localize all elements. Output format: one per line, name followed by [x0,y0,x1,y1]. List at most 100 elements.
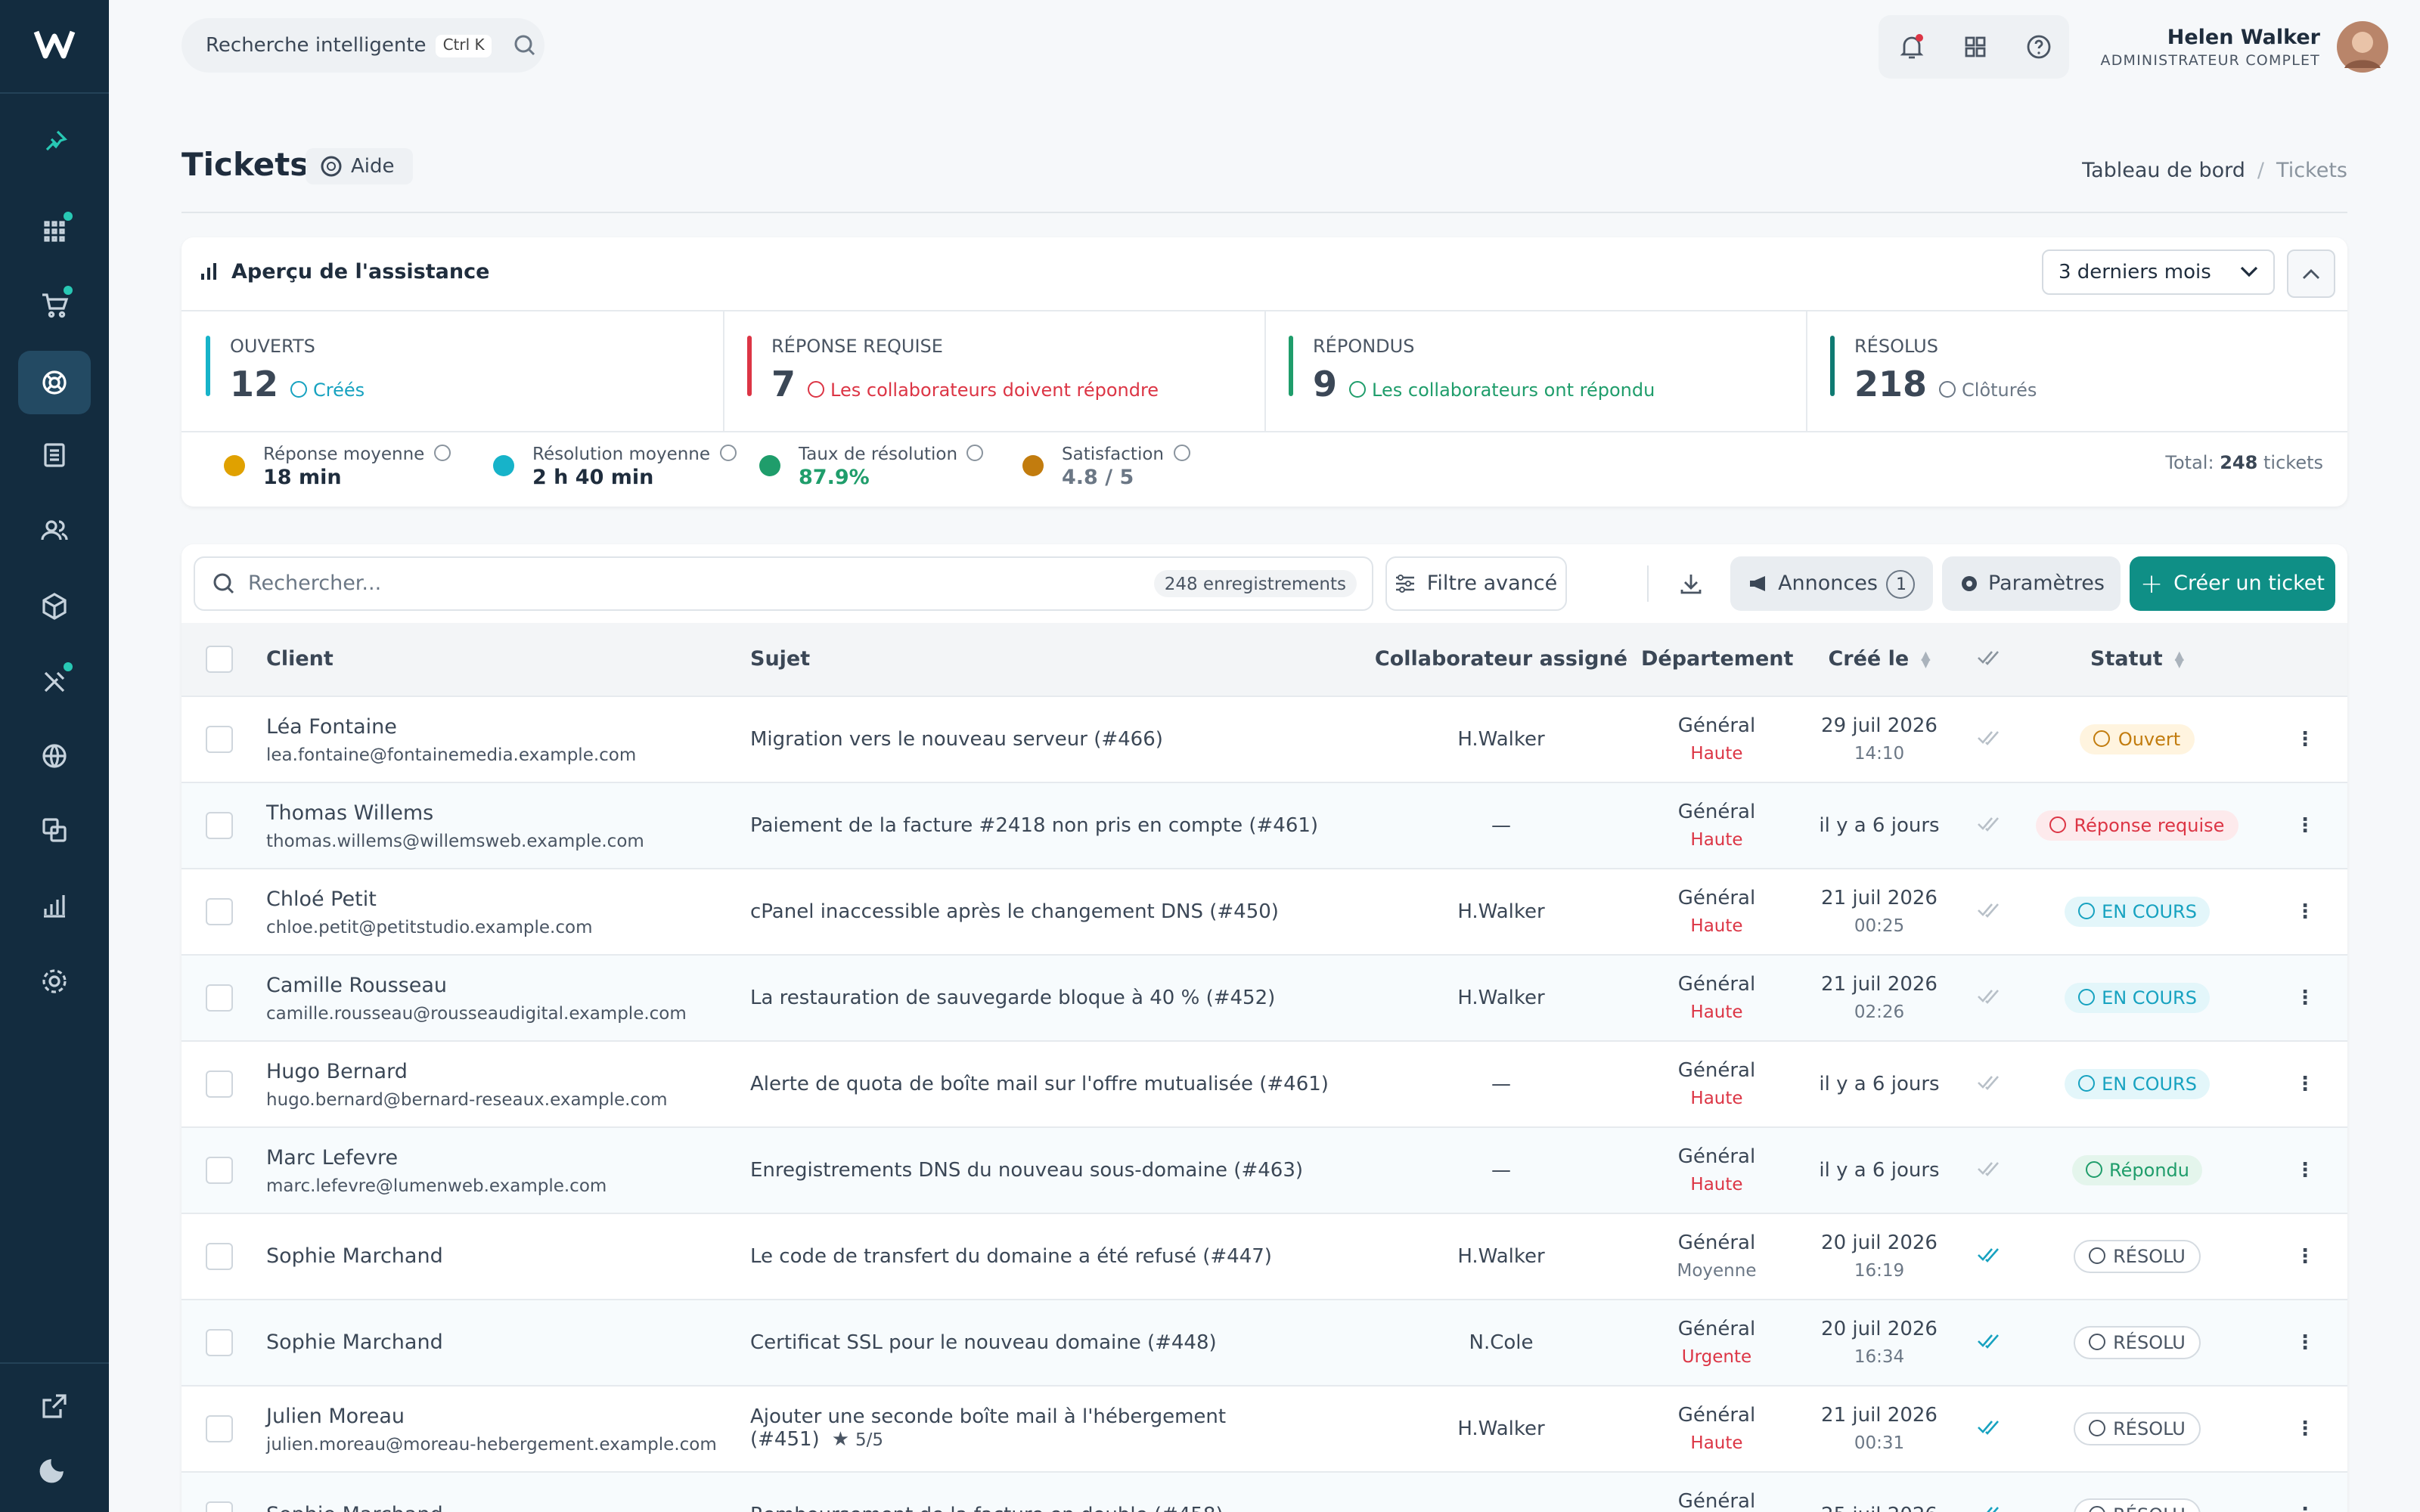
user-info[interactable]: Helen Walker ADMINISTRATEUR COMPLET [2101,26,2321,70]
row-select[interactable] [182,1243,266,1270]
smart-search[interactable]: Recherche intelligente Ctrl K [182,18,544,73]
ticket-row[interactable]: Sophie Marchand Le code de transfert du d… [182,1213,2347,1299]
row-menu[interactable]: ⋮ [2295,814,2315,837]
row-menu[interactable]: ⋮ [2263,1504,2347,1512]
stat-label: OUVERTS [230,336,315,357]
nav-products[interactable] [18,575,91,638]
subject-cell: Remboursement de la facture en double (#… [750,1504,1361,1512]
nav-tools[interactable] [18,650,91,714]
nav-pin[interactable] [18,110,91,174]
row-select[interactable] [182,1157,266,1184]
logo[interactable] [33,27,76,60]
column-header[interactable]: Créé le ▲ ▼ [1792,647,1966,671]
read-status [1966,814,2012,837]
stat-value: 7 [771,366,796,405]
help-button[interactable]: Aide [306,148,413,184]
nav-support[interactable] [18,351,91,414]
row-select[interactable] [182,898,266,925]
ticket-row[interactable]: Léa Fontaine lea.fontaine@fontainemedia.e… [182,696,2347,782]
nav-domains[interactable] [18,724,91,788]
row-menu[interactable]: ⋮ [2295,1245,2315,1268]
collapse-button[interactable] [2287,249,2335,298]
status-icon [2093,730,2111,747]
nav-reports[interactable] [18,874,91,937]
row-menu[interactable]: ⋮ [2295,900,2315,923]
breadcrumb-link[interactable]: Tableau de bord [2082,159,2245,183]
announcements-label: Annonces [1778,572,1878,596]
settings[interactable]: Paramètres [1942,556,2121,611]
theme-toggle[interactable] [18,1436,91,1500]
nav-translate[interactable] [18,798,91,862]
client-email: hugo.bernard@bernard-reseaux.example.com [266,1088,668,1109]
ticket-row[interactable]: Sophie MarchandRemboursement de la factu… [182,1471,2347,1512]
apps[interactable] [1962,33,1989,60]
subject-cell: Paiement de la facture #2418 non pris en… [750,814,1361,837]
announcements[interactable]: Annonces 1 [1730,556,1933,611]
ticket-row[interactable]: Sophie Marchand Certificat SSL pour le no… [182,1299,2347,1385]
select-all[interactable] [182,646,266,673]
nav-users[interactable] [18,499,91,562]
nav-apps[interactable] [18,200,91,263]
row-select[interactable] [182,1415,266,1442]
row-menu[interactable]: ⋮ [2295,1159,2315,1182]
status-badge: EN COURS [2064,897,2211,927]
status-icon [2049,816,2067,833]
search-placeholder: Rechercher... [248,572,382,596]
ticket-row[interactable]: Marc Lefevre marc.lefevre@lumenweb.exampl… [182,1126,2347,1213]
row-menu[interactable]: ⋮ [2295,1073,2315,1095]
metric-label: Satisfaction [1062,443,1164,464]
row-menu[interactable]: ⋮ [2295,987,2315,1009]
notifications[interactable] [1898,33,1925,60]
status: EN COURS [2102,901,2197,922]
status: EN COURS [2102,1074,2197,1095]
column-header: Département [1641,647,1794,671]
column-header[interactable]: Statut ▲ ▼ [2012,647,2263,671]
shortcut: Ctrl K [435,34,492,57]
advanced-filter[interactable]: Filtre avancé [1385,556,1567,611]
row-select[interactable] [182,1501,266,1512]
row-select[interactable] [182,984,266,1012]
column-label: Département [1641,647,1794,671]
nav-cart[interactable] [18,274,91,337]
department-cell: Général Haute [1641,1146,1792,1194]
ticket-row[interactable]: Julien Moreau julien.moreau@moreau-heberg… [182,1385,2347,1471]
row-select[interactable] [182,726,266,753]
subject-cell: Certificat SSL pour le nouveau domaine (… [750,1331,1361,1354]
filter-label: Filtre avancé [1426,572,1558,596]
row-menu[interactable]: ⋮ [2295,728,2315,751]
create-ticket[interactable]: + Créer un ticket [2130,556,2335,611]
stat-value: 9 [1313,366,1338,405]
read-header [1966,647,2012,671]
avatar[interactable] [2335,20,2390,74]
row-menu[interactable]: ⋮ [2295,1418,2315,1440]
stat-value-row: 218 Clôturés [1854,366,2037,405]
nav-invoices[interactable] [18,423,91,487]
ticket-row[interactable]: Thomas Willems thomas.willems@willemsweb.… [182,782,2347,868]
nav-settings[interactable] [18,950,91,1013]
download[interactable] [1679,572,1703,596]
ticket-row[interactable]: Hugo Bernard hugo.bernard@bernard-reseaux… [182,1040,2347,1126]
stat-label: RÉSOLUS [1854,336,1938,357]
nav-external[interactable] [18,1374,91,1438]
ticket-row[interactable]: Chloé Petit chloe.petit@petitstudio.examp… [182,868,2347,954]
help[interactable] [2025,33,2052,60]
priority: Haute [1690,915,1743,936]
row-select[interactable] [182,1070,266,1098]
agent: N.Cole [1469,1331,1534,1354]
ticket-search[interactable]: Rechercher... 248 enregistrements [194,556,1373,611]
metric-value: 2 h 40 min [532,466,654,490]
ticket-row[interactable]: Camille Rousseau camille.rousseau@roussea… [182,954,2347,1040]
row-select[interactable] [182,1329,266,1356]
stat-accent [747,336,752,396]
status: RÉSOLU [2113,1504,2186,1512]
total-value: 248 [2220,452,2258,473]
status-badge: RÉSOLU [2074,1326,2201,1359]
period-select[interactable]: 3 derniers mois [2042,249,2275,295]
priority: Haute [1690,742,1743,764]
sidebar [0,0,109,1512]
row-menu[interactable]: ⋮ [2295,1331,2315,1354]
client-name: Julien Moreau [266,1404,405,1428]
row-select[interactable] [182,812,266,839]
stat-note-wrap: Les collaborateurs doivent répondre [808,380,1159,401]
department: Général [1677,1060,1756,1083]
